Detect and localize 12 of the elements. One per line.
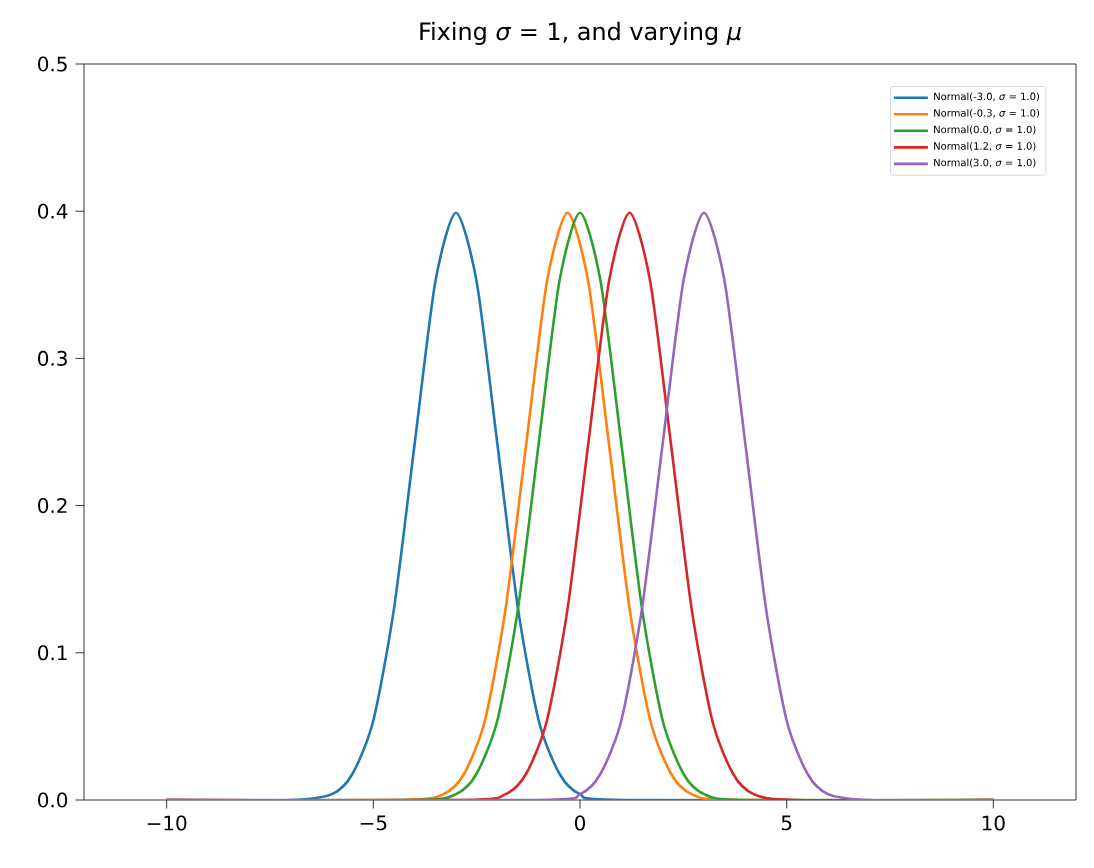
x-tick-label: −5 [360, 815, 387, 831]
chart-title: Fixing σ = 1, and varying μ [420, 21, 741, 45]
y-tick-label: 0.2 [38, 498, 67, 514]
y-tick-label: 0.0 [38, 792, 68, 808]
y-tick-label: 0.4 [38, 203, 68, 219]
y-tick-label: 0.3 [38, 350, 67, 366]
y-tick-label: 0.1 [38, 645, 67, 661]
x-tick-label: −10 [147, 815, 187, 831]
x-tick-label: 5 [781, 815, 792, 831]
y-tick-label: 0.5 [38, 56, 67, 72]
x-tick-label: 0 [574, 815, 586, 831]
x-tick-label: 10 [982, 815, 1005, 831]
